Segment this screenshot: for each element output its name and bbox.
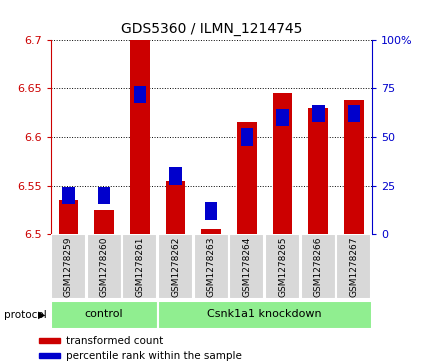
Bar (237, 122, 257, 234)
Text: GSM1278262: GSM1278262 (171, 237, 180, 297)
Bar (194, 234, 229, 299)
Text: control: control (85, 309, 124, 319)
Bar (98, 187, 110, 204)
Bar (158, 301, 372, 329)
Bar (205, 202, 217, 220)
Bar (276, 109, 289, 126)
Bar (122, 234, 158, 299)
Bar (241, 128, 253, 146)
Bar (94, 210, 114, 234)
Bar (59, 200, 78, 234)
Text: GSM1278263: GSM1278263 (207, 237, 216, 297)
Bar (308, 108, 328, 234)
Text: ▶: ▶ (38, 310, 46, 320)
Bar (62, 187, 75, 204)
Bar (51, 234, 86, 299)
Bar (51, 301, 158, 329)
Title: GDS5360 / ILMN_1214745: GDS5360 / ILMN_1214745 (121, 22, 302, 36)
Bar (273, 93, 293, 234)
Bar (229, 234, 264, 299)
Text: GSM1278260: GSM1278260 (99, 237, 109, 297)
Bar (344, 100, 364, 234)
Bar (202, 229, 221, 234)
Bar (169, 167, 182, 185)
Bar (348, 105, 360, 122)
Bar (301, 234, 336, 299)
Bar (158, 234, 193, 299)
Bar (265, 234, 300, 299)
Text: GSM1278265: GSM1278265 (278, 237, 287, 297)
Text: GSM1278261: GSM1278261 (136, 237, 144, 297)
Text: protocol: protocol (4, 310, 47, 320)
Text: GSM1278259: GSM1278259 (64, 237, 73, 297)
Bar (134, 86, 146, 103)
Text: percentile rank within the sample: percentile rank within the sample (66, 351, 242, 361)
Bar (87, 234, 121, 299)
Text: GSM1278266: GSM1278266 (314, 237, 323, 297)
Text: transformed count: transformed count (66, 335, 163, 346)
Text: GSM1278264: GSM1278264 (242, 237, 251, 297)
Text: Csnk1a1 knockdown: Csnk1a1 knockdown (207, 309, 322, 319)
Bar (39, 338, 60, 343)
Bar (166, 181, 185, 234)
Bar (337, 234, 371, 299)
Text: GSM1278267: GSM1278267 (349, 237, 359, 297)
Bar (130, 40, 150, 234)
Bar (312, 105, 325, 122)
Bar (39, 353, 60, 358)
